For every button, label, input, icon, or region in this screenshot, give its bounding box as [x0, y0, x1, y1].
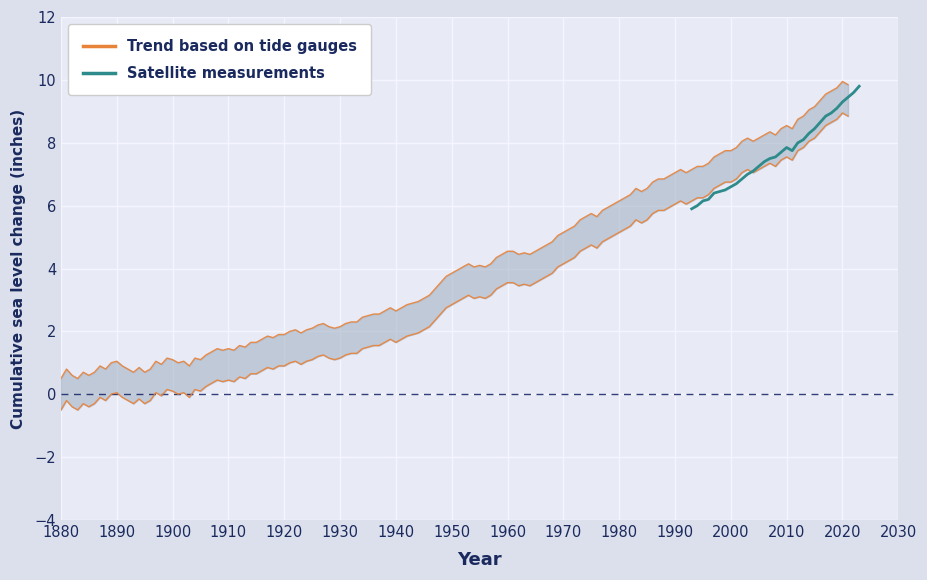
Y-axis label: Cumulative sea level change (inches): Cumulative sea level change (inches) [11, 108, 26, 429]
X-axis label: Year: Year [457, 551, 502, 569]
Legend: Trend based on tide gauges, Satellite measurements: Trend based on tide gauges, Satellite me… [69, 24, 371, 95]
